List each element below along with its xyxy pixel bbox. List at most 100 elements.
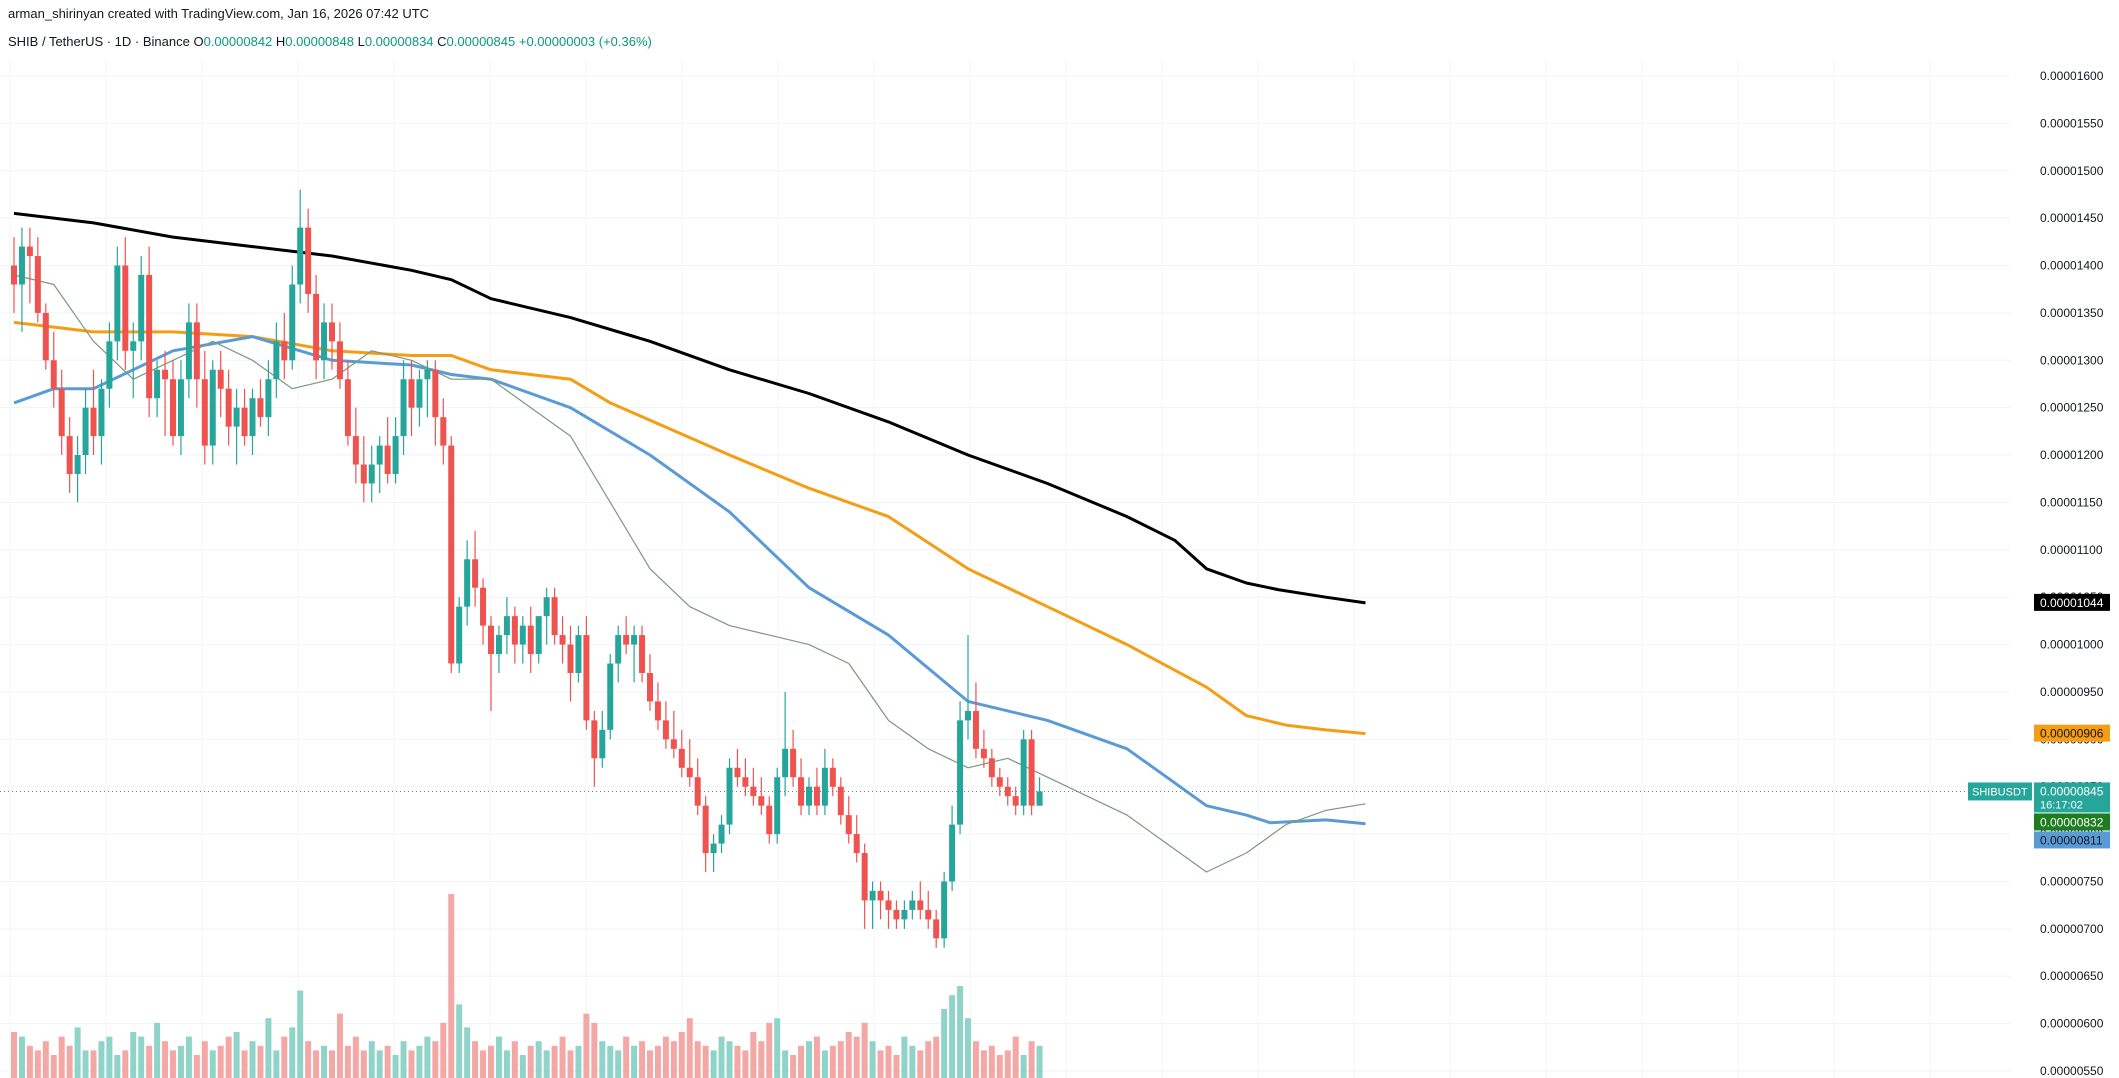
volume-bar	[1004, 1050, 1011, 1078]
low-value: 0.00000834	[364, 34, 434, 49]
volume-bar	[662, 1036, 669, 1078]
volume-bar	[639, 1041, 646, 1078]
volume-bar	[11, 1032, 17, 1078]
candle-body	[806, 786, 812, 806]
volume-bar	[122, 1050, 129, 1078]
candle-body	[233, 407, 240, 427]
high-value: 0.00000848	[285, 34, 354, 49]
candle-body	[416, 379, 423, 408]
volume-bar	[456, 1004, 463, 1078]
candle-body	[798, 777, 805, 806]
high-label: H	[275, 34, 286, 49]
volume-bar	[130, 1032, 137, 1078]
y-tick-label: 0.00000600	[2040, 1017, 2104, 1031]
y-tick-label: 0.00001600	[2040, 69, 2104, 83]
candle-body	[527, 625, 534, 655]
volume-bar	[750, 1032, 757, 1078]
candle-body	[480, 587, 487, 626]
candle-body	[845, 815, 852, 835]
candle-body	[193, 322, 200, 380]
symbol-tag-label: SHIBUSDT	[1972, 786, 2028, 798]
candle-body	[511, 616, 518, 645]
volume-bar	[273, 1050, 280, 1078]
candle-body	[185, 322, 192, 380]
symbol-label[interactable]: SHIB / TetherUS · 1D · Binance	[8, 34, 190, 49]
volume-bar	[432, 1041, 439, 1078]
candle-body	[591, 720, 598, 759]
volume-bar	[74, 1027, 81, 1078]
candle-body	[742, 777, 749, 787]
candle-body	[718, 824, 725, 844]
y-tick-label: 0.00001000	[2040, 638, 2104, 652]
volume-bar	[670, 1041, 677, 1078]
volume-bar	[678, 1032, 685, 1078]
candle-body	[861, 853, 868, 901]
moving-average-line	[13, 320, 1366, 736]
volume-bar	[742, 1050, 749, 1078]
volume-bar	[941, 1009, 948, 1078]
candle-body	[734, 767, 741, 778]
candle-body	[893, 909, 900, 920]
volume-bar	[511, 1041, 518, 1078]
candle-body	[1012, 796, 1019, 806]
volume-bar	[917, 1050, 924, 1078]
candle-body	[329, 322, 335, 342]
volume-bar	[488, 1045, 494, 1078]
y-tick-label: 0.00000750	[2040, 874, 2104, 888]
volume-bar	[495, 1036, 502, 1078]
volume-bar	[185, 1036, 192, 1078]
candle-body	[138, 275, 145, 342]
price-label-text: 0.00000832	[2040, 815, 2104, 829]
volume-bar	[90, 1050, 97, 1078]
candle-body	[710, 843, 717, 854]
y-tick-label: 0.00001250	[2040, 401, 2104, 415]
candle-body	[654, 701, 661, 721]
candle-body	[853, 834, 860, 854]
candle-body	[456, 606, 463, 664]
candle-body	[766, 805, 773, 835]
ohlc-legend: SHIB / TetherUS · 1D · Binance O0.000008…	[8, 34, 652, 49]
candle-body	[321, 322, 328, 361]
candle-body	[790, 748, 797, 778]
y-tick-label: 0.00000650	[2040, 969, 2104, 983]
volume-bar	[877, 1050, 884, 1078]
volume-bar	[34, 1050, 41, 1078]
price-label-text: 0.00001044	[2040, 596, 2104, 610]
volume-bar	[909, 1045, 916, 1078]
candle-body	[837, 786, 844, 816]
candle-body	[1004, 786, 1011, 797]
y-tick-label: 0.00000550	[2040, 1064, 2104, 1078]
candle-body	[313, 293, 320, 361]
volume-bar	[988, 1045, 995, 1078]
volume-bar	[408, 1050, 415, 1078]
candle-body	[1028, 739, 1035, 806]
candle-body	[50, 360, 57, 389]
candle-body	[925, 909, 932, 920]
volume-bar	[686, 1018, 693, 1078]
candle-body	[821, 767, 828, 806]
candle-body	[464, 559, 471, 607]
volume-bar	[829, 1045, 836, 1078]
close-label: C	[437, 34, 447, 49]
candle-body	[34, 256, 41, 313]
candle-body	[217, 369, 224, 389]
price-label	[2034, 593, 2110, 611]
change-value: +0.00000003 (+0.36%)	[518, 34, 652, 49]
y-tick-label: 0.00001100	[2040, 543, 2103, 557]
candle-body	[472, 559, 479, 588]
volume-bar	[861, 1022, 868, 1078]
candle-body	[575, 635, 582, 673]
volume-bar	[329, 1050, 335, 1078]
candle-body	[114, 265, 121, 342]
candle-body	[615, 635, 622, 664]
volume-bar	[615, 1050, 622, 1078]
candle-body	[74, 455, 81, 474]
volume-bar	[543, 1050, 550, 1078]
candle-body	[42, 312, 49, 361]
volume-bar	[885, 1045, 892, 1078]
candle-body	[106, 341, 113, 389]
candle-body	[98, 388, 105, 437]
candle-body	[949, 824, 956, 882]
candle-body	[368, 464, 375, 484]
